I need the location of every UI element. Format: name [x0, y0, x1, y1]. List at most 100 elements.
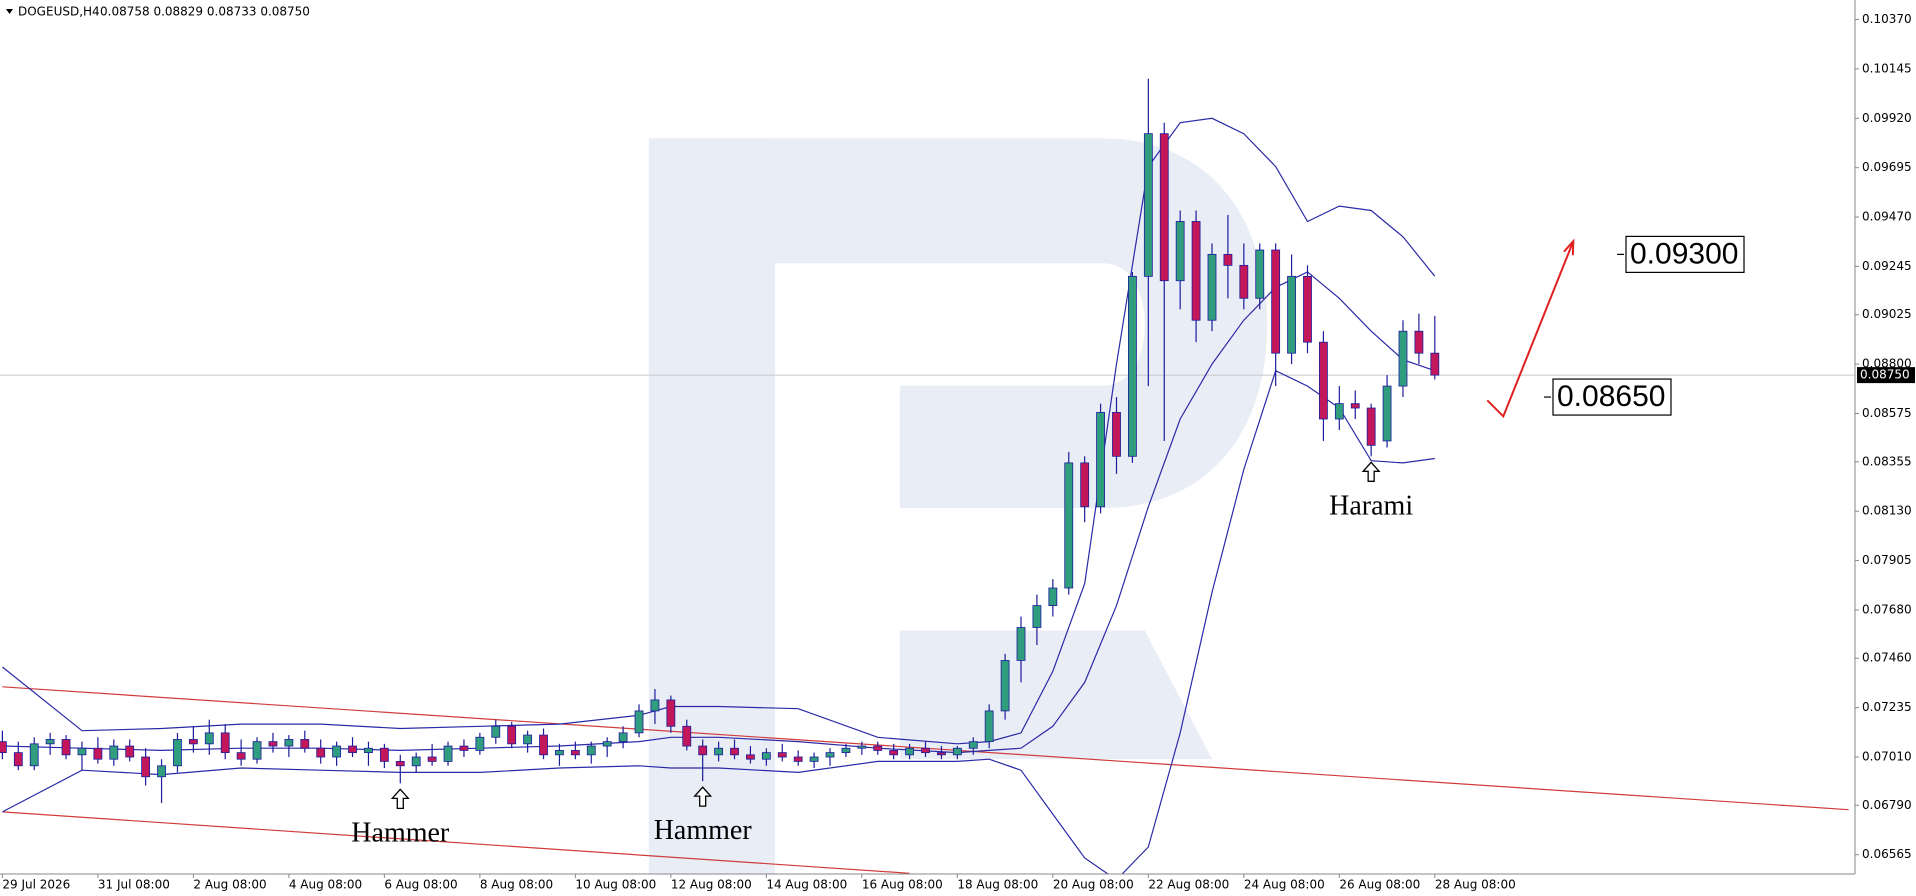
candle-body: [1032, 605, 1042, 628]
x-tick-label: 6 Aug 08:00: [384, 878, 457, 892]
candle-body: [714, 747, 724, 756]
y-tick-label: 0.08355: [1862, 454, 1912, 468]
level-label: 0.08650: [1557, 380, 1665, 413]
candle-body: [252, 741, 262, 760]
candle-body: [555, 750, 564, 756]
candle-body: [157, 765, 166, 778]
pattern-label: Hammer: [654, 815, 753, 846]
x-tick-label: 22 Aug 08:00: [1148, 878, 1229, 892]
candle-body: [395, 761, 405, 767]
candle-body: [427, 756, 437, 762]
candle-body: [284, 739, 294, 747]
y-tick-label: 0.08575: [1862, 406, 1912, 420]
candle-body: [459, 745, 469, 751]
candle-body: [45, 739, 55, 745]
x-tick-label: 14 Aug 08:00: [766, 878, 847, 892]
y-tick-label: 0.07905: [1862, 553, 1912, 567]
pattern-arrow: [390, 788, 410, 810]
candle-body: [475, 736, 485, 751]
candle-body: [1430, 352, 1440, 376]
candle-body: [0, 741, 7, 754]
pattern-label: Hammer: [351, 817, 450, 848]
candle-body: [650, 699, 660, 712]
y-tick-label: 0.09025: [1862, 307, 1912, 321]
candle-body: [204, 732, 214, 745]
candle-body: [777, 752, 787, 758]
candle-body: [348, 745, 357, 754]
last-price-box: [1857, 367, 1915, 384]
candle-body: [1366, 407, 1376, 446]
x-tick-label: 29 Jul 2026: [2, 878, 70, 892]
y-tick-label: 0.09470: [1862, 210, 1912, 224]
candle-body: [364, 747, 373, 754]
candle-body: [109, 745, 119, 760]
x-tick-label: 8 Aug 08:00: [480, 878, 553, 892]
candle-body: [634, 710, 644, 734]
candle-body: [332, 745, 342, 758]
candle-body: [857, 745, 867, 749]
watermark: [648, 138, 1268, 875]
y-tick-label: 0.10145: [1862, 61, 1912, 75]
forecast-arrowhead: [1563, 238, 1575, 256]
candle-body: [411, 756, 421, 767]
x-tick-label: 12 Aug 08:00: [671, 878, 752, 892]
x-tick-label: 31 Jul 08:00: [98, 878, 170, 892]
candle-body: [1398, 330, 1408, 387]
candle-body: [316, 747, 326, 758]
candle-body: [809, 756, 819, 762]
candle-body: [61, 739, 71, 756]
candle-body: [889, 750, 899, 756]
candle-body: [93, 747, 103, 760]
candle-body: [937, 752, 946, 756]
candle-body: [1239, 264, 1249, 299]
y-tick-label: 0.06790: [1862, 798, 1912, 812]
candle-body: [523, 734, 533, 745]
candle-body: [300, 739, 310, 749]
candle-body: [793, 756, 803, 762]
x-tick-label: 24 Aug 08:00: [1244, 878, 1325, 892]
candle-body: [1255, 249, 1265, 299]
candle-body: [1382, 385, 1392, 442]
candle-body: [1143, 133, 1153, 277]
candle-body: [1159, 133, 1169, 282]
x-tick-label: 4 Aug 08:00: [289, 878, 362, 892]
candle-body: [1112, 412, 1121, 457]
candle-body: [141, 756, 151, 778]
y-tick-label: 0.09920: [1862, 111, 1912, 125]
candle-body: [730, 747, 739, 756]
forecast-arrow: [1486, 240, 1575, 419]
trend-line: [2, 811, 910, 874]
candle-body: [570, 750, 580, 756]
candle-body: [1334, 403, 1344, 420]
candle-body: [873, 745, 883, 751]
last-price-label: 0.08750: [1860, 368, 1910, 382]
candle-body: [586, 745, 596, 756]
candle-body: [666, 699, 676, 727]
candle-body: [761, 752, 771, 760]
symbol-marker: [6, 9, 13, 14]
candle-body: [29, 743, 39, 767]
x-tick-label: 18 Aug 08:00: [957, 878, 1038, 892]
candle-body: [13, 752, 23, 767]
candle-body: [77, 747, 87, 756]
y-tick-label: 0.09695: [1862, 160, 1912, 174]
candle-body: [1319, 341, 1328, 420]
x-tick-label: 26 Aug 08:00: [1339, 878, 1420, 892]
candle-body: [968, 741, 978, 749]
candle-body: [1414, 330, 1424, 354]
candle-body: [952, 747, 962, 756]
candle-body: [1080, 462, 1090, 508]
candle-body: [1000, 660, 1010, 712]
x-tick-label: 20 Aug 08:00: [1053, 878, 1134, 892]
candle-body: [841, 747, 851, 754]
candle-body: [1128, 275, 1137, 457]
y-tick-label: 0.10370: [1862, 12, 1912, 26]
level-box: [1552, 378, 1672, 416]
candle-body: [602, 741, 612, 747]
y-tick-label: 0.09245: [1862, 259, 1912, 273]
x-tick-label: 10 Aug 08:00: [575, 878, 656, 892]
plot-area: Hammer Hammer Harami: [0, 78, 1855, 874]
candle-body: [618, 732, 628, 743]
candle-body: [236, 752, 246, 760]
candle-body: [1207, 253, 1217, 321]
